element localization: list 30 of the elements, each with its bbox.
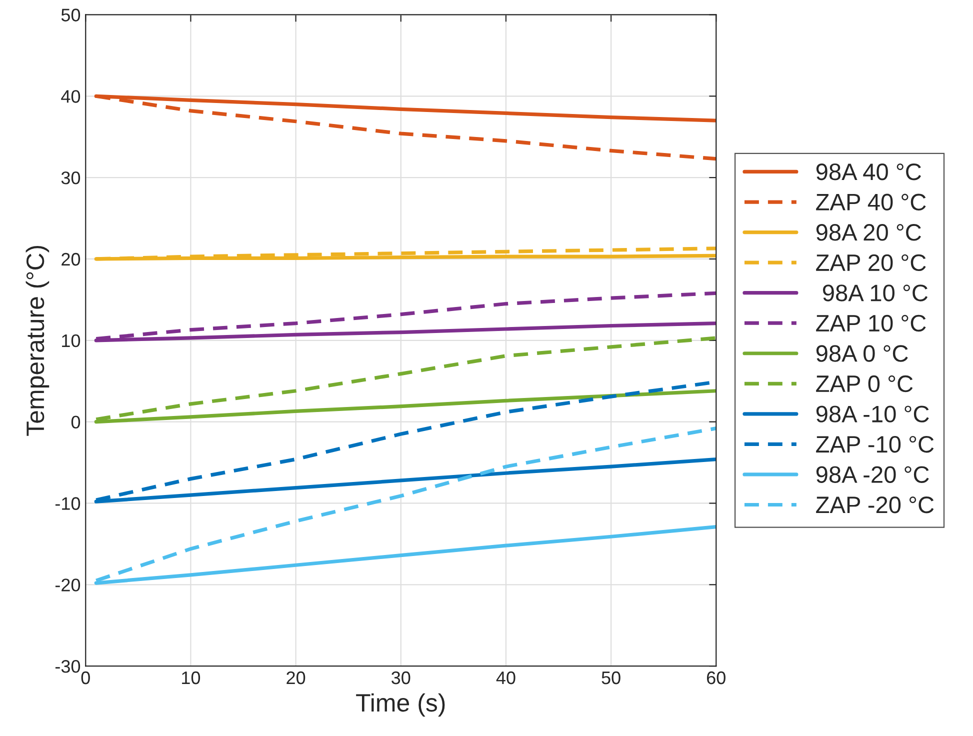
y-tick-label: 10: [62, 334, 80, 348]
y-tick-label: 20: [62, 252, 80, 266]
legend-label: ZAP 0 °C: [816, 375, 913, 392]
y-tick-label: -10: [55, 497, 80, 510]
legend-label: ZAP 20 °C: [816, 254, 926, 272]
x-axis-title: Time (s): [356, 693, 445, 717]
y-tick-label: -20: [55, 578, 80, 592]
y-axis-title: Temperature (°C): [26, 246, 50, 436]
x-tick-label: 60: [707, 671, 726, 684]
y-tick-label: 0: [71, 416, 80, 429]
y-tick-label: -30: [55, 660, 80, 673]
y-tick-label: 40: [61, 90, 80, 103]
legend-label: ZAP 10 °C: [816, 314, 926, 332]
legend-label: 98A -10 °C: [816, 406, 929, 422]
legend-label: 98A 10 °C: [822, 284, 928, 302]
y-tick-label: 50: [61, 8, 80, 22]
x-tick-label: 30: [392, 671, 410, 684]
legend-label: 98A -20 °C: [816, 466, 929, 483]
legend-label: ZAP 40 °C: [816, 194, 926, 211]
x-tick-label: 50: [602, 671, 620, 684]
x-tick-label: 10: [182, 671, 200, 684]
legend-label: 98A 20 °C: [816, 224, 922, 241]
legend-label: 98A 40 °C: [816, 164, 922, 180]
legend-label: 98A 0 °C: [816, 345, 908, 362]
x-tick-label: 0: [81, 671, 90, 684]
y-tick-label: 30: [61, 171, 80, 184]
legend-label: ZAP -10 °C: [816, 436, 934, 453]
x-tick-label: 20: [286, 671, 306, 684]
legend-label: ZAP -20 °C: [816, 496, 934, 514]
x-tick-label: 40: [496, 671, 516, 684]
